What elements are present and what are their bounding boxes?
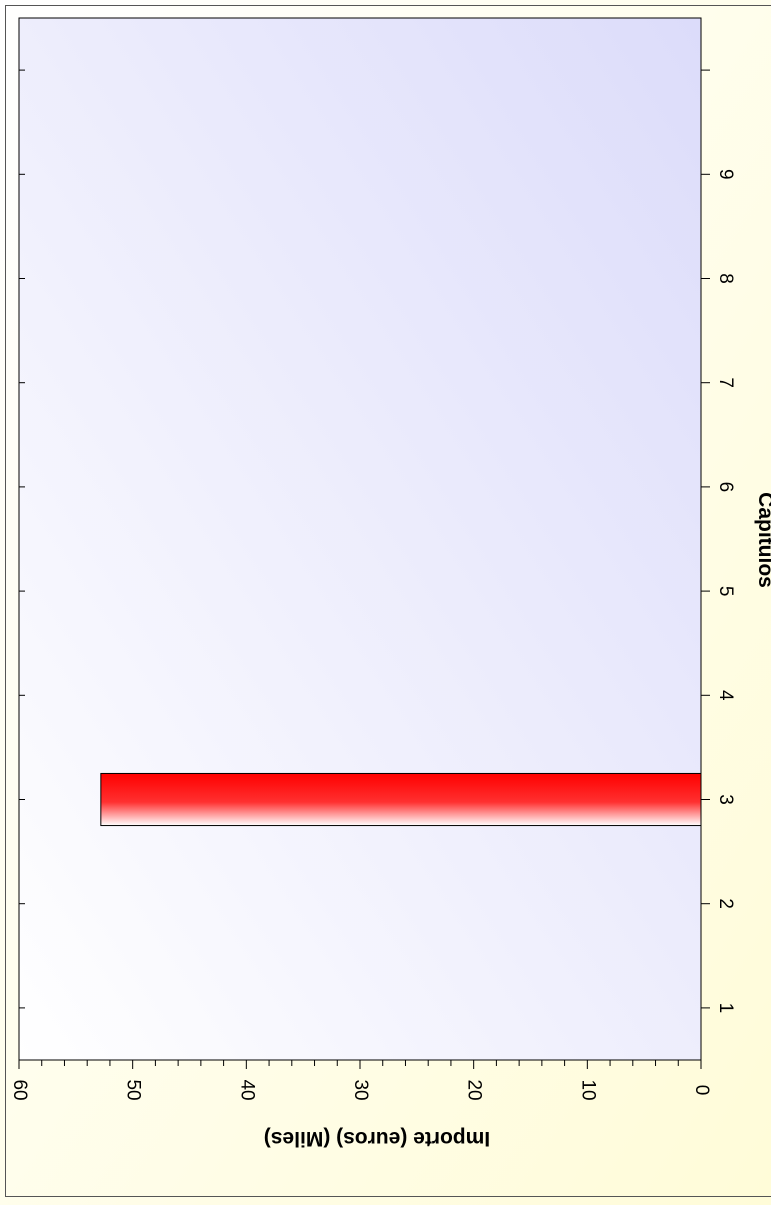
- y-axis-title: Importe (euros) (Miles): [264, 1127, 490, 1150]
- value-axis-tick-label: 10: [577, 1079, 598, 1100]
- value-axis-labels: 0 10 20 30 40 50 60: [9, 1079, 712, 1100]
- category-axis-tick-label: 3: [715, 794, 736, 805]
- category-axis-labels: 1 2 3 4 5 6 7 8 9: [715, 169, 736, 1013]
- category-axis-tick-label: 6: [715, 482, 736, 493]
- plot-area: [18, 17, 702, 1061]
- bars: [100, 772, 702, 827]
- bar: [100, 772, 702, 827]
- category-axis-tick-label: 9: [715, 169, 736, 180]
- category-axis-tick-label: 5: [715, 586, 736, 597]
- chart-frame: [5, 5, 771, 1197]
- category-axis-tick-label: 1: [715, 1003, 736, 1014]
- value-axis-tick-label: 20: [464, 1079, 485, 1100]
- category-axis-tick-label: 7: [715, 377, 736, 388]
- x-axis-title: Capítulos: [754, 492, 771, 588]
- category-axis-tick-label: 8: [715, 273, 736, 284]
- value-axis-tick-label: 40: [236, 1079, 257, 1100]
- category-axis-tick-label: 4: [715, 690, 736, 701]
- category-axis-tick-label: 2: [715, 898, 736, 909]
- category-axis-ticks: [19, 69, 710, 1009]
- value-axis-ticks: [18, 1060, 702, 1069]
- value-axis-tick-label: 60: [9, 1079, 30, 1100]
- value-axis-tick-label: 30: [350, 1079, 371, 1100]
- value-axis-tick-label: 50: [123, 1079, 144, 1100]
- value-axis-tick-label: 0: [691, 1085, 712, 1096]
